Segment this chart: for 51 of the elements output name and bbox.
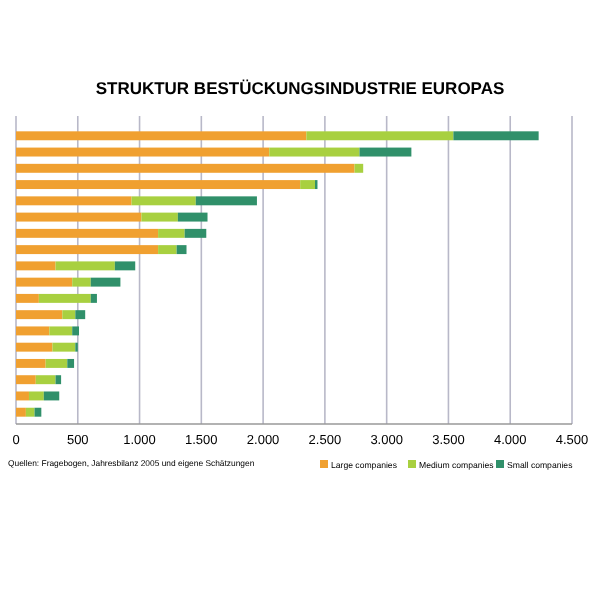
- bar: [62, 310, 76, 320]
- bar: [16, 293, 39, 303]
- bar: [45, 358, 68, 368]
- bar: [16, 163, 355, 173]
- bar: [16, 391, 29, 401]
- bar: [16, 228, 159, 238]
- bar: [28, 391, 44, 401]
- bar: [16, 261, 56, 271]
- bar: [16, 310, 63, 320]
- bar: [177, 212, 208, 222]
- bar: [141, 212, 178, 222]
- bar: [158, 245, 177, 255]
- bar: [35, 375, 56, 385]
- bar: [90, 277, 121, 287]
- bar: [52, 342, 76, 352]
- bar: [269, 147, 360, 157]
- bar: [55, 261, 115, 271]
- bar: [16, 180, 301, 190]
- bar: [25, 407, 35, 417]
- bar: [16, 407, 26, 417]
- chart-title: STRUKTUR BESTÜCKUNGSINDUSTRIE EUROPAS: [95, 78, 505, 98]
- bar: [75, 310, 86, 320]
- bar: [16, 245, 159, 255]
- bar: [176, 245, 187, 255]
- bar: [195, 196, 257, 206]
- bar: [72, 277, 91, 287]
- bar: [359, 147, 412, 157]
- bar: [131, 196, 196, 206]
- bar: [300, 180, 315, 190]
- bar: [16, 131, 307, 141]
- bar: [453, 131, 539, 141]
- bar: [16, 147, 270, 157]
- bar: [16, 375, 36, 385]
- bar: [354, 163, 364, 173]
- bar: [114, 261, 136, 271]
- bar: [55, 375, 62, 385]
- bar: [158, 228, 185, 238]
- bar: [38, 293, 91, 303]
- bar: [90, 293, 97, 303]
- bar: [16, 277, 73, 287]
- bar: [184, 228, 207, 238]
- bar: [16, 326, 50, 336]
- bar: [16, 212, 142, 222]
- bar: [43, 391, 60, 401]
- bar: [16, 196, 132, 206]
- bar: [49, 326, 73, 336]
- bar: [67, 358, 75, 368]
- bar: [16, 358, 46, 368]
- bar: [306, 131, 454, 141]
- bar: [16, 342, 53, 352]
- bar: [72, 326, 80, 336]
